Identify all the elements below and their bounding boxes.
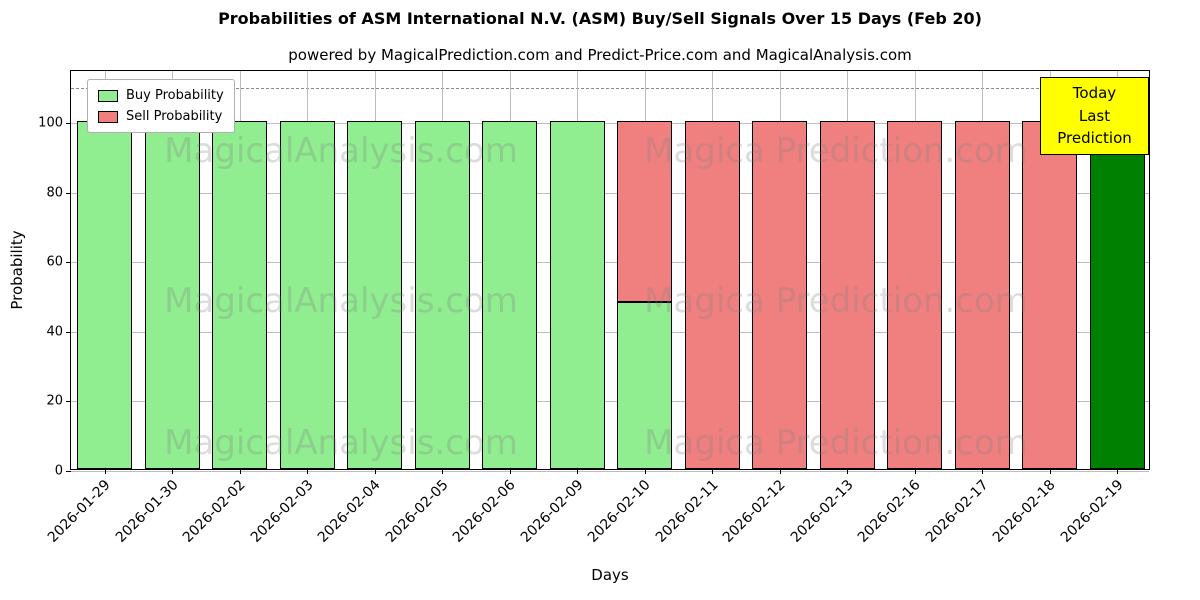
bar-segment-buy-probability [347,121,403,469]
legend: Buy Probability Sell Probability [87,79,235,133]
sell-probability-swatch [98,110,118,123]
x-tick-mark [374,469,376,474]
plot-area: Buy Probability Sell Probability Today L… [38,70,1150,546]
y-tick-label: 80 [46,185,63,201]
x-tick-mark [442,469,444,474]
x-tick-mark [644,469,646,474]
y-tick-label: 40 [46,324,63,340]
y-tick-mark [66,401,71,403]
bar-segment-buy-probability [482,121,538,469]
x-tick-mark [509,469,511,474]
h-gridline [71,123,1149,125]
y-tick-mark [66,192,71,194]
x-tick-label: 2026-02-06 [450,477,520,546]
bar-segment-buy-probability [617,302,673,469]
x-tick-mark [577,469,579,474]
y-tick-mark [66,331,71,333]
x-tick-label: 2026-02-19 [1057,477,1127,546]
legend-item-sell: Sell Probability [98,109,224,124]
bar-segment-buy-probability [144,121,200,469]
y-tick-mark [66,123,71,125]
x-tick-mark [712,469,714,474]
y-axis-label: Probability [8,230,26,310]
x-tick-label: 2026-02-05 [382,477,452,546]
y-tick-label: 20 [46,393,63,409]
x-tick-mark [307,469,309,474]
today-annotation-line2: Last Prediction [1057,106,1132,148]
x-tick-label: 2026-01-29 [45,477,115,546]
x-tick-label: 2026-02-10 [585,477,655,546]
bar-segment-sell-probability [819,121,875,469]
x-tick-mark [847,469,849,474]
chart-title: Probabilities of ASM International N.V. … [218,9,982,28]
legend-label-sell: Sell Probability [126,109,223,124]
bar-segment-sell-probability [1022,121,1078,469]
today-annotation: Today Last Prediction [1040,77,1149,155]
x-tick-label: 2026-02-02 [180,477,250,546]
x-tick-label: 2026-02-13 [787,477,857,546]
h-gridline [71,192,1149,194]
x-tick-mark [172,469,174,474]
bar-segment-sell-probability [752,121,808,469]
y-tick-mark [66,471,71,472]
x-axis-label: Days [591,566,629,584]
h-gridline [71,331,1149,333]
y-tick-label: 60 [46,254,63,270]
x-tick-label: 2026-02-09 [517,477,587,546]
bar-segment-buy-probability [279,121,335,469]
bar-segment-sell-probability [887,121,943,469]
x-tick-mark [1049,469,1051,474]
chart-subtitle: powered by MagicalPrediction.com and Pre… [288,46,912,64]
today-annotation-line1: Today [1072,84,1117,102]
x-tick-mark [239,469,241,474]
h-gridline [71,471,1149,472]
bar-segment-buy-probability [414,121,470,469]
x-tick-label: 2026-02-16 [855,477,925,546]
x-tick-mark [1117,469,1119,474]
threshold-dashed-line [71,88,1149,90]
x-tick-mark [982,469,984,474]
h-gridline [71,401,1149,403]
y-tick-label: 100 [38,115,63,131]
x-tick-label: 2026-02-12 [720,477,790,546]
bar-segment-buy-probability [549,121,605,469]
bar-segment-sell-probability [684,121,740,469]
x-tick-mark [779,469,781,474]
bar-segment-sell-probability [954,121,1010,469]
legend-label-buy: Buy Probability [126,88,224,103]
y-tick-mark [66,262,71,264]
bar-segment-sell-probability [617,121,673,303]
bar-segment-today-last-prediction [1089,121,1145,469]
legend-item-buy: Buy Probability [98,88,224,103]
buy-probability-swatch [98,89,118,102]
x-tick-label: 2026-02-18 [990,477,1060,546]
x-tick-label: 2026-02-17 [922,477,992,546]
x-tick-label: 2026-02-04 [315,477,385,546]
x-tick-label: 2026-01-30 [112,477,182,546]
x-tick-label: 2026-02-03 [247,477,317,546]
bar-segment-buy-probability [77,121,133,469]
x-tick-mark [104,469,106,474]
bar-segment-buy-probability [212,121,268,469]
y-tick-label: 0 [54,463,63,479]
x-tick-label: 2026-02-11 [652,477,722,546]
h-gridline [71,262,1149,264]
x-tick-mark [914,469,916,474]
